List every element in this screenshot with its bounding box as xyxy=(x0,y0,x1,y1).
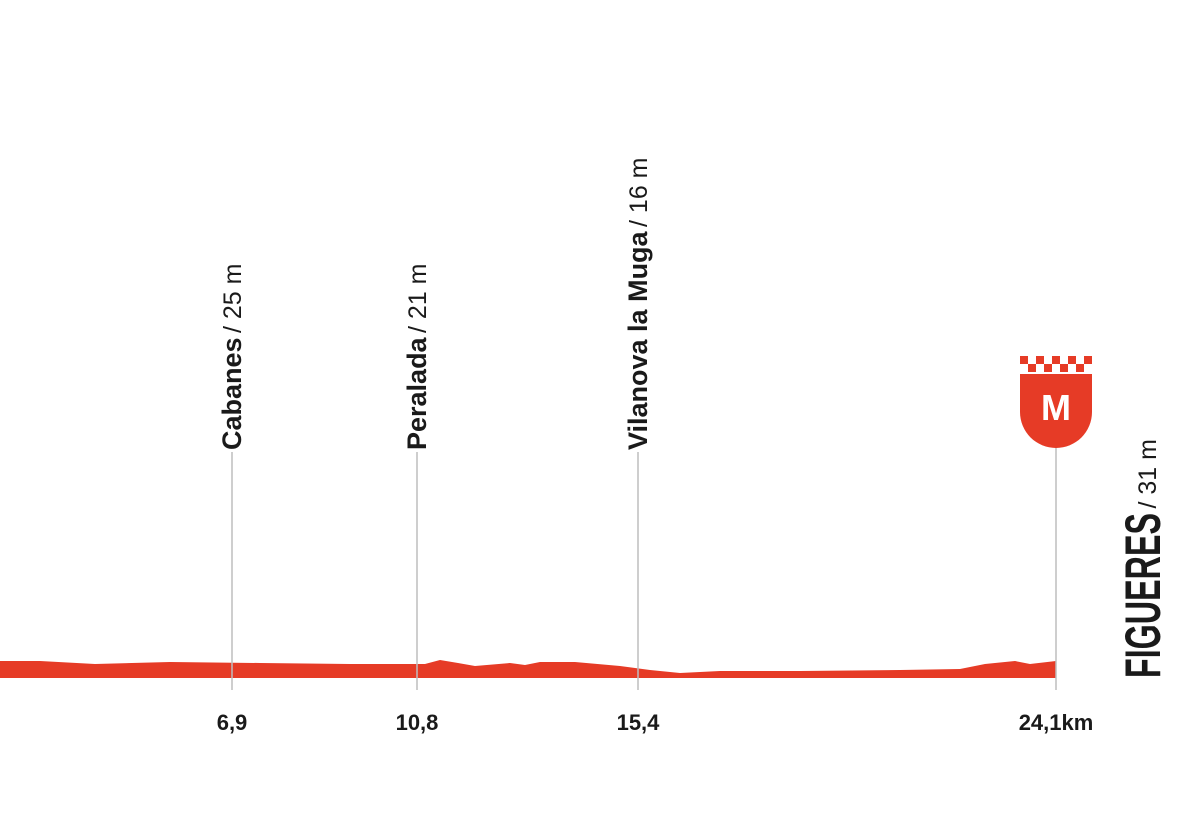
waypoint-label: Vilanova la Muga / 16 m xyxy=(623,157,653,450)
km-label: 10,8 xyxy=(396,710,439,735)
elevation-profile xyxy=(0,660,1056,678)
finish-icon: M xyxy=(1020,356,1092,448)
waypoint-altitude: / 16 m xyxy=(625,157,653,226)
waypoint-altitude: / 21 m xyxy=(404,263,432,332)
finish-name: FIGUERES xyxy=(1115,513,1171,678)
waypoint-label: Cabanes / 25 m xyxy=(217,264,247,451)
waypoint-name: Cabanes xyxy=(217,337,247,450)
waypoint-label: Peralada / 21 m xyxy=(402,263,432,450)
km-label: 24,1km xyxy=(1019,710,1094,735)
finish-altitude: / 31 m xyxy=(1134,439,1162,508)
km-label: 15,4 xyxy=(617,710,661,735)
finish-label: FIGUERES / 31 m xyxy=(1115,439,1171,678)
waypoint-name: Vilanova la Muga xyxy=(623,230,653,450)
waypoint-altitude: / 25 m xyxy=(219,264,247,333)
km-label: 6,9 xyxy=(217,710,248,735)
finish-icon-letter: M xyxy=(1041,387,1071,428)
waypoint-name: Peralada xyxy=(402,336,432,450)
